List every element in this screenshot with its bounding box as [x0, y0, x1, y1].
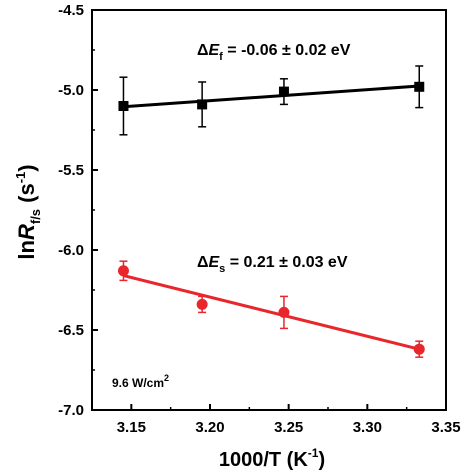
data-point-fast [118, 101, 129, 111]
plot-layer: 3.15 3.20 3.25 3.30 3.35 -4.5 -5.0 -5.5 -6.0 -6.5… [58, 2, 460, 436]
x-tick-label: 3.20 [195, 419, 224, 436]
plot-frame [91, 9, 447, 411]
y-tick-label: -7.0 [58, 402, 84, 419]
annotation-power: 9.6 W/cm2 [112, 373, 169, 390]
y-tick-label: -6.5 [58, 322, 84, 339]
data-point-slow [117, 265, 129, 277]
y-axis-title: lnRf/s (s-1) [13, 164, 43, 259]
data-point-fast [197, 99, 208, 110]
y-tick-label: -5.0 [58, 82, 84, 99]
annotation-ef: ΔEf = -0.06 ± 0.02 eV [197, 42, 351, 63]
data-point-slow [278, 306, 290, 318]
data-point-fast [278, 86, 289, 97]
x-axis-title: 1000/T (K-1) [219, 446, 325, 471]
fit-line-fast [123, 84, 420, 109]
y-tick-label: -4.5 [58, 2, 84, 19]
x-tick-label: 3.15 [117, 419, 146, 436]
data-point-fast [414, 81, 425, 92]
annotation-es: ΔEs = 0.21 ± 0.03 eV [197, 254, 348, 275]
x-tick-label: 3.25 [274, 419, 303, 436]
data-point-slow [196, 298, 208, 310]
x-tick-label: 3.30 [353, 419, 382, 436]
fit-line-slow [123, 274, 420, 351]
y-tick-label: -6.0 [58, 242, 84, 259]
y-tick-label: -5.5 [58, 162, 84, 179]
data-point-slow [413, 343, 425, 355]
x-tick-label: 3.35 [431, 419, 460, 436]
